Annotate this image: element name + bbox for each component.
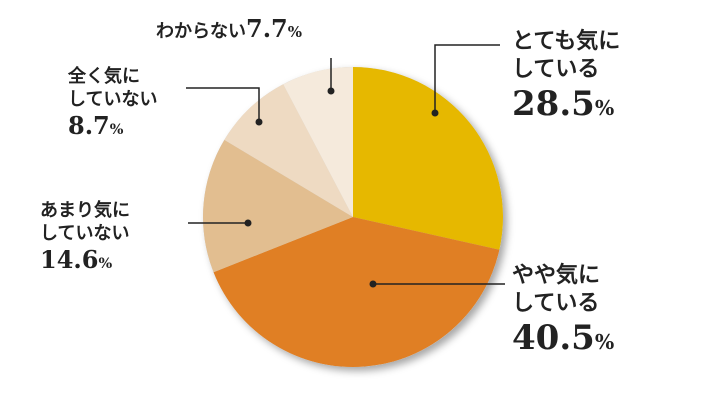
label-line: やや気に [512, 263, 601, 288]
leader-line [434, 44, 500, 113]
label-line: している [512, 290, 600, 316]
leader-dot [255, 118, 263, 126]
unit-label: % [594, 330, 615, 354]
label-line: していない [68, 88, 158, 110]
label-dont-know: わからない7.7% [156, 14, 302, 44]
slice-not-very-concerned [202, 139, 353, 273]
label-line: わからない [156, 21, 246, 42]
unit-label: % [594, 96, 615, 120]
value-label: 28.5 [512, 84, 595, 124]
label-somewhat-concerned: やや気に している 40.5% [512, 262, 614, 360]
label-very-concerned: とても気に している 28.5% [512, 28, 620, 126]
slice-very-concerned [353, 67, 504, 250]
leader-dot [327, 87, 335, 95]
slice-dont-know [283, 67, 353, 217]
value-label: 40.5 [512, 318, 595, 358]
unit-label: % [98, 255, 113, 272]
label-line: している [512, 56, 600, 82]
value-label: 14.6 [40, 245, 99, 274]
value-label: 7.7 [246, 14, 288, 43]
slice-not-concerned [224, 84, 353, 217]
unit-label: % [287, 23, 303, 41]
label-line: とても気に [512, 29, 621, 54]
leader-dot [431, 109, 439, 117]
label-line: あまり気に [40, 200, 130, 221]
label-line: していない [40, 222, 130, 244]
leader-dot [369, 280, 377, 288]
leader-line [186, 87, 260, 122]
unit-label: % [109, 121, 124, 138]
label-not-concerned: 全く気に していない 8.7% [68, 66, 157, 141]
label-line: 全く気に [68, 66, 140, 87]
slice-somewhat-concerned [213, 217, 500, 368]
value-label: 8.7 [68, 111, 110, 140]
leader-dot [244, 219, 252, 227]
label-not-very-concerned: あまり気に していない 14.6% [40, 200, 130, 275]
